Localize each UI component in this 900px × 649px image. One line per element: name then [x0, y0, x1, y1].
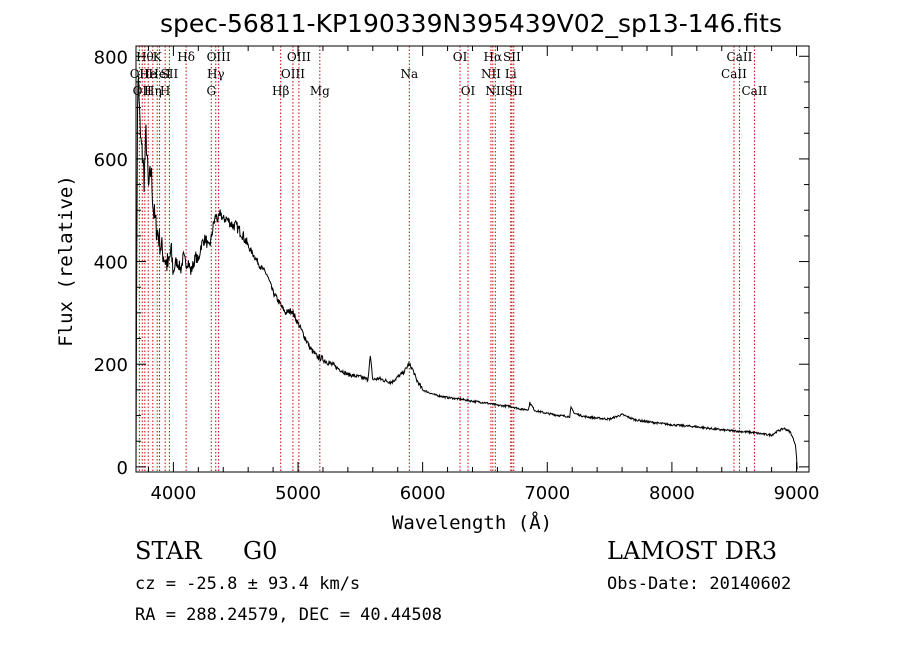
x-tick-label-4: 8000: [649, 483, 695, 504]
reference-line-label-28: CaII: [741, 84, 767, 98]
y-axis-title: Flux (relative): [55, 175, 77, 347]
reference-line-label-5: K: [153, 50, 163, 64]
x-tick-label-0: 4000: [150, 483, 196, 504]
observation-date-text: Obs-Date: 20140602: [607, 574, 791, 594]
coordinates-text: RA = 288.24579, DEC = 40.44508: [135, 605, 442, 625]
reference-line-label-16: Mg: [310, 84, 330, 98]
x-axis-title: Wavelength (Å): [392, 511, 552, 534]
reference-line-label-15: OIII: [287, 50, 311, 64]
reference-line-label-12: OIII: [207, 50, 231, 64]
reference-line-label-7: H: [160, 84, 170, 98]
x-tick-label-3: 7000: [524, 483, 570, 504]
reference-line-label-3: He: [139, 67, 157, 81]
reference-line-label-6: HeI: [148, 67, 171, 81]
chart-title: spec-56811-KP190339N395439V02_sp13-146.f…: [160, 9, 782, 38]
reference-lines: [138, 46, 755, 472]
reference-line-label-10: G: [206, 84, 216, 98]
reference-line-label-22: NII: [485, 84, 505, 98]
subclass-text: G0: [243, 537, 277, 565]
reference-line-label-9: Hδ: [177, 50, 195, 64]
reference-line-label-23: SII: [503, 50, 521, 64]
reference-line-label-24: Li: [505, 67, 517, 81]
reference-line-label-25: SII: [505, 84, 523, 98]
reference-line-label-13: Hβ: [272, 84, 289, 98]
reference-line-label-2: Hθ: [136, 50, 154, 64]
redshift-velocity-text: cz = -25.8 ± 93.4 km/s: [135, 574, 360, 594]
reference-line-label-4: Hη: [144, 84, 162, 98]
x-axis-ticks: 4000 5000 6000 7000 8000 9000: [147, 46, 820, 504]
reference-line-label-20: NII: [481, 67, 501, 81]
y-axis-ticks: 0 200 400 600 800: [94, 47, 809, 479]
reference-line-label-19: OI: [461, 84, 476, 98]
survey-text: LAMOST DR3: [607, 537, 777, 565]
y-tick-label-3: 600: [94, 150, 128, 171]
reference-line-label-8: SII: [161, 67, 179, 81]
y-tick-label-2: 400: [94, 253, 128, 274]
object-class-text: STAR: [135, 537, 202, 565]
x-tick-label-2: 6000: [400, 483, 446, 504]
y-tick-label-1: 200: [94, 355, 128, 376]
flux-series-line: [135, 75, 798, 473]
reference-line-label-18: OI: [453, 50, 468, 64]
reference-line-label-14: OIII: [281, 67, 305, 81]
reference-line-label-26: CaII: [721, 67, 747, 81]
reference-line-label-21: Hα: [484, 50, 503, 64]
reference-line-label-27: CaII: [727, 50, 753, 64]
y-tick-label-4: 800: [94, 47, 128, 68]
y-tick-label-0: 0: [117, 458, 128, 479]
x-tick-label-1: 5000: [275, 483, 321, 504]
x-tick-label-5: 9000: [774, 483, 820, 504]
reference-line-label-17: Na: [400, 67, 418, 81]
reference-line-label-11: Hγ: [207, 67, 225, 81]
reference-line-label-0: OII: [130, 67, 150, 81]
